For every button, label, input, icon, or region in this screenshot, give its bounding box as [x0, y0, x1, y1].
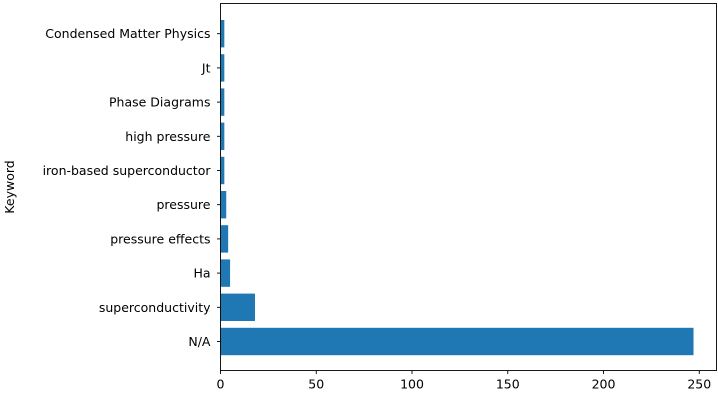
- bar: [220, 156, 225, 185]
- y-tick-label: Phase Diagrams: [109, 95, 210, 110]
- bar: [220, 259, 231, 287]
- y-tick-label: Condensed Matter Physics: [45, 26, 210, 41]
- x-ticks: 0 50 100 150 200 250: [217, 370, 711, 392]
- y-tick-label: Ha: [193, 266, 210, 281]
- y-tick-label: pressure effects: [110, 231, 210, 246]
- plot-frame: [220, 3, 717, 371]
- y-tick-label: high pressure: [125, 129, 211, 144]
- x-tick-label: 200: [592, 377, 616, 392]
- x-tick-label: 0: [217, 377, 225, 392]
- bar: [220, 88, 225, 116]
- y-axis-label: Keyword: [2, 160, 17, 213]
- x-tick-label: 250: [687, 377, 711, 392]
- bar: [220, 327, 694, 356]
- y-tick-label: N/A: [188, 334, 211, 349]
- bars: [220, 20, 694, 356]
- bar: [220, 293, 255, 321]
- x-tick-label: 50: [308, 377, 324, 392]
- y-ticks: N/A superconductivity Ha pressure effects pr…: [43, 26, 221, 349]
- bar: [220, 225, 229, 253]
- x-tick-label: 100: [400, 377, 424, 392]
- y-tick-label: pressure: [157, 197, 211, 212]
- y-tick-label: superconductivity: [99, 300, 211, 315]
- bar: [220, 191, 227, 219]
- bar: [220, 122, 225, 150]
- x-tick-label: 150: [496, 377, 520, 392]
- y-tick-label: Jt: [201, 60, 211, 75]
- bar: [220, 20, 225, 48]
- bar: [220, 54, 225, 82]
- y-tick-label: iron-based superconductor: [43, 163, 212, 178]
